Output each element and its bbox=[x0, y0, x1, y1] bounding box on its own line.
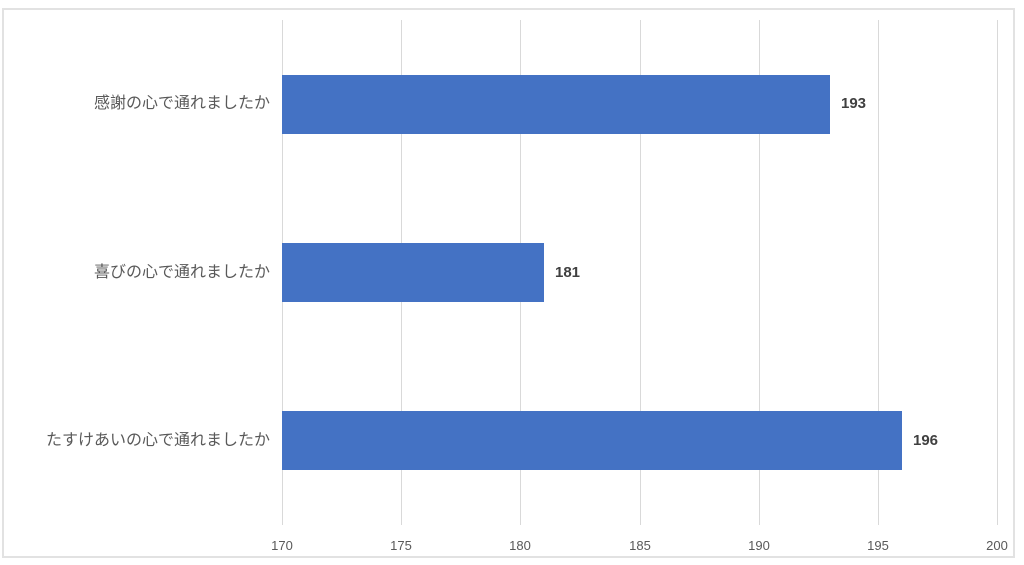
bar-3 bbox=[282, 411, 902, 470]
x-tick-label: 195 bbox=[867, 538, 889, 553]
x-tick-label: 175 bbox=[390, 538, 412, 553]
category-label: 感謝の心で通れましたか bbox=[93, 95, 270, 112]
bar-1 bbox=[282, 75, 830, 134]
x-tick-label: 190 bbox=[748, 538, 770, 553]
bar-value-label: 193 bbox=[841, 95, 867, 112]
x-tick-label: 180 bbox=[509, 538, 531, 553]
x-tick-label: 200 bbox=[986, 538, 1008, 553]
x-tick-label: 185 bbox=[629, 538, 651, 553]
bar-chart: 170 175 180 185 190 195 200 感謝の心で通れましたか 193 喜びの心で… bbox=[4, 10, 1013, 556]
chart-frame: 170 175 180 185 190 195 200 感謝の心で通れましたか 193 喜びの心で… bbox=[2, 8, 1015, 558]
bar-value-label: 196 bbox=[913, 432, 939, 449]
bar-value-label: 181 bbox=[555, 264, 581, 281]
gridline-185 bbox=[640, 20, 641, 525]
gridline-190 bbox=[759, 20, 760, 525]
gridline-200 bbox=[997, 20, 998, 525]
gridline-195 bbox=[878, 20, 879, 525]
bar-2 bbox=[282, 243, 544, 302]
category-label: 喜びの心で通れましたか bbox=[93, 264, 270, 281]
x-tick-label: 170 bbox=[271, 538, 293, 553]
category-label: たすけあいの心で通れましたか bbox=[45, 432, 270, 449]
